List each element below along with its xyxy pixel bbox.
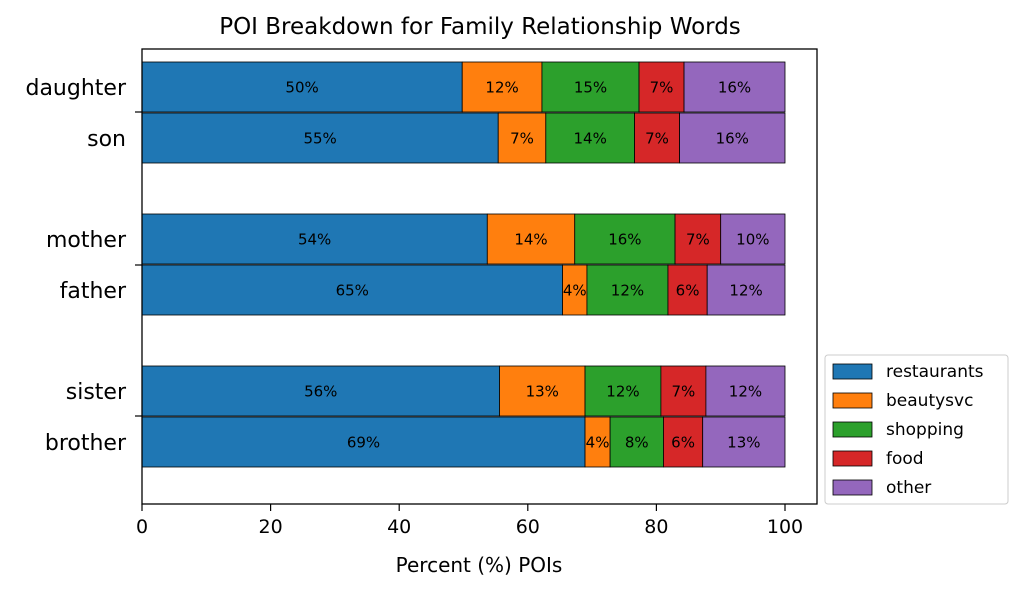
data-label-daughter-beautysvc: 12% <box>485 79 518 97</box>
y-tick-label-brother: brother <box>45 431 127 456</box>
data-label-son-beautysvc: 7% <box>510 130 534 148</box>
data-label-father-restaurants: 65% <box>336 282 369 300</box>
data-label-father-beautysvc: 4% <box>563 282 587 300</box>
legend-swatch-beautysvc <box>832 392 873 409</box>
data-label-mother-food: 7% <box>686 231 710 249</box>
legend: restaurants beautysvc shopping food other <box>824 354 1009 505</box>
data-label-brother-restaurants: 69% <box>347 434 380 452</box>
legend-swatch-other <box>832 479 873 496</box>
data-label-father-food: 6% <box>676 282 700 300</box>
bar-segment-brother-beautysvc <box>584 416 611 468</box>
data-label-sister-food: 7% <box>672 383 696 401</box>
data-label-father-shopping: 12% <box>611 282 644 300</box>
x-tick-label-0: 0 <box>136 516 148 538</box>
data-label-sister-restaurants: 56% <box>304 383 337 401</box>
x-tick-label-60: 60 <box>516 516 540 538</box>
legend-label-restaurants: restaurants <box>886 362 984 382</box>
x-axis: 0 20 40 60 80 100 <box>136 504 803 538</box>
data-label-mother-shopping: 16% <box>608 231 641 249</box>
bar-segment-father-other <box>706 264 786 316</box>
x-tick-label-40: 40 <box>387 516 411 538</box>
data-label-brother-other: 13% <box>727 434 760 452</box>
data-label-son-other: 16% <box>716 130 749 148</box>
legend-label-other: other <box>886 478 931 498</box>
data-label-father-other: 12% <box>729 282 762 300</box>
y-tick-label-son: son <box>87 127 126 152</box>
x-tick-label-20: 20 <box>259 516 283 538</box>
bar-segment-mother-beautysvc <box>486 213 576 265</box>
data-label-mother-other: 10% <box>736 231 769 249</box>
legend-swatch-restaurants <box>832 363 873 380</box>
bar-segment-father-shopping <box>586 264 669 316</box>
bar-segment-son-shopping <box>545 112 635 164</box>
bar-segment-brother-shopping <box>609 416 664 468</box>
bar-segment-son-beautysvc <box>497 112 547 164</box>
data-label-mother-restaurants: 54% <box>298 231 331 249</box>
bar-segment-daughter-restaurants <box>141 61 463 113</box>
bar-segment-daughter-shopping <box>541 61 640 113</box>
legend-swatch-food <box>832 450 873 467</box>
bar-segment-mother-shopping <box>574 213 676 265</box>
y-axis: daughter son mother father sister brother <box>25 76 142 456</box>
bar-segment-father-beautysvc <box>562 264 588 316</box>
data-label-brother-food: 6% <box>671 434 695 452</box>
bar-segment-son-other <box>679 112 786 164</box>
data-label-brother-shopping: 8% <box>625 434 649 452</box>
x-tick-label-100: 100 <box>767 516 803 538</box>
legend-box <box>824 354 1009 505</box>
y-tick-label-sister: sister <box>66 380 127 405</box>
legend-swatch-shopping <box>832 421 873 438</box>
data-label-sister-beautysvc: 13% <box>526 383 559 401</box>
data-label-sister-other: 12% <box>729 383 762 401</box>
legend-label-beautysvc: beautysvc <box>886 391 973 411</box>
data-label-daughter-restaurants: 50% <box>285 79 318 97</box>
chart-title: POI Breakdown for Family Relationship Wo… <box>219 14 741 40</box>
bar-segment-mother-food <box>674 213 722 265</box>
data-label-son-shopping: 14% <box>573 130 606 148</box>
bar-segment-brother-other <box>702 416 786 468</box>
bar-segment-daughter-beautysvc <box>461 61 543 113</box>
bar-segment-brother-food <box>663 416 704 468</box>
bar-segment-father-food <box>667 264 708 316</box>
x-axis-label: Percent (%) POIs <box>396 553 563 577</box>
data-label-mother-beautysvc: 14% <box>514 231 547 249</box>
bar-segment-sister-other <box>705 365 786 417</box>
legend-label-food: food <box>886 449 924 469</box>
data-label-daughter-other: 16% <box>718 79 751 97</box>
data-label-sister-shopping: 12% <box>606 383 639 401</box>
data-label-brother-beautysvc: 4% <box>586 434 610 452</box>
bar-segment-sister-shopping <box>584 365 662 417</box>
bar-segment-son-restaurants <box>141 112 499 164</box>
bar-segment-daughter-other <box>683 61 786 113</box>
data-label-daughter-shopping: 15% <box>574 79 607 97</box>
data-label-daughter-food: 7% <box>650 79 674 97</box>
x-tick-label-80: 80 <box>644 516 668 538</box>
data-label-son-food: 7% <box>645 130 669 148</box>
bars-group: 50% 12% 15% 7% 16% 55% 7% 14% 7% 16% 54% 14% 16% 7% 10… <box>141 61 786 468</box>
bar-segment-sister-beautysvc <box>499 365 586 417</box>
y-tick-label-daughter: daughter <box>25 76 126 101</box>
plot-area-frame <box>141 48 818 505</box>
y-tick-label-father: father <box>60 279 127 304</box>
bar-segment-sister-restaurants <box>141 365 500 417</box>
bar-segment-son-food <box>634 112 680 164</box>
data-label-son-restaurants: 55% <box>303 130 336 148</box>
bar-segment-mother-other <box>720 213 786 265</box>
y-tick-label-mother: mother <box>46 228 127 253</box>
legend-label-shopping: shopping <box>886 420 964 440</box>
